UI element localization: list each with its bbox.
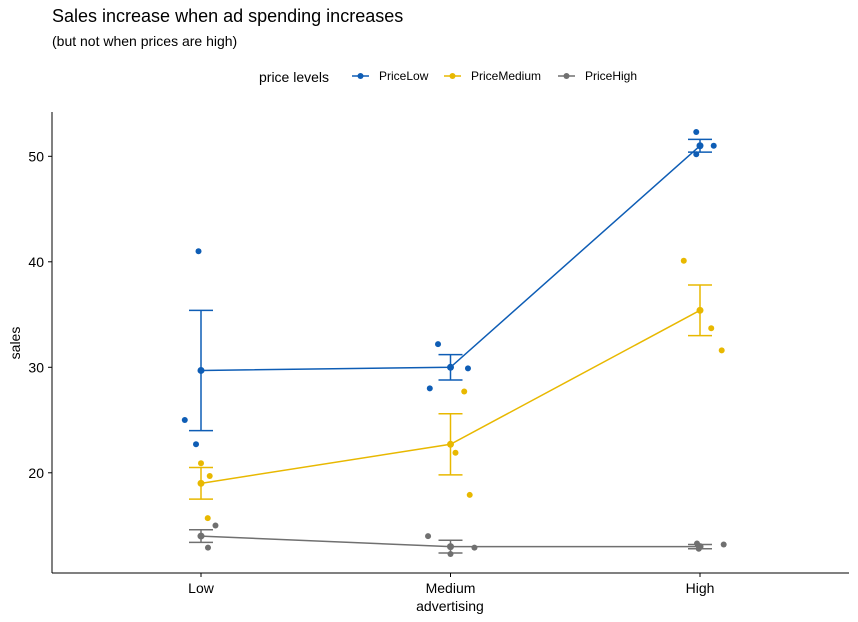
- data-point: [461, 388, 468, 395]
- data-point: [693, 129, 700, 136]
- data-point: [680, 257, 687, 264]
- x-tick-label: High: [686, 580, 715, 596]
- mean-point: [197, 479, 205, 487]
- x-tick-label: Medium: [426, 580, 476, 596]
- x-ticks: Low Medium High: [188, 573, 714, 596]
- y-axis-label: sales: [7, 327, 23, 360]
- series-line: [200, 145, 701, 372]
- x-tick-label: Low: [188, 580, 215, 596]
- data-point: [206, 472, 213, 479]
- mean-point: [447, 543, 454, 551]
- legend-item-pricehigh: PriceHigh: [558, 69, 637, 83]
- data-point: [181, 417, 188, 424]
- chart-subtitle: (but not when prices are high): [52, 33, 237, 49]
- series-pricelow: [181, 129, 717, 448]
- data-point: [204, 544, 211, 551]
- data-point: [708, 325, 715, 332]
- y-tick-label: 30: [28, 359, 44, 375]
- axes: [51, 112, 849, 574]
- data-point: [720, 541, 727, 548]
- data-point: [435, 341, 442, 348]
- legend-title: price levels: [259, 69, 329, 85]
- y-ticks: 20 30 40 50: [28, 148, 52, 481]
- x-axis-label: advertising: [416, 598, 484, 614]
- legend-label: PriceHigh: [585, 69, 637, 83]
- legend-item-pricelow: PriceLow: [352, 69, 429, 83]
- mean-point: [696, 543, 704, 551]
- series-pricehigh: [189, 522, 727, 558]
- data-point: [452, 449, 459, 456]
- legend-key-point: [563, 73, 570, 79]
- y-tick-label: 50: [28, 148, 44, 164]
- y-tick-label: 40: [28, 254, 44, 270]
- chart-title: Sales increase when ad spending increase…: [52, 6, 403, 26]
- legend: price levels PriceLow PriceMedium PriceHig…: [259, 69, 637, 85]
- legend-key-point: [357, 73, 364, 79]
- mean-point: [447, 440, 454, 448]
- data-point: [466, 491, 473, 498]
- data-point: [425, 533, 432, 540]
- series-pricemedium: [189, 257, 725, 522]
- data-point: [212, 522, 219, 529]
- data-point: [426, 385, 433, 392]
- legend-label: PriceMedium: [471, 69, 541, 83]
- mean-point: [447, 363, 454, 371]
- data-point: [204, 515, 211, 522]
- mean-point: [696, 306, 704, 314]
- mean-point: [197, 366, 205, 374]
- data-point: [718, 347, 725, 354]
- data-point: [464, 365, 471, 372]
- mean-point: [696, 142, 704, 150]
- legend-label: PriceLow: [379, 69, 429, 83]
- legend-item-pricemedium: PriceMedium: [444, 69, 541, 83]
- y-tick-label: 20: [28, 465, 44, 481]
- data-point: [710, 142, 717, 149]
- plot-area: [181, 129, 727, 558]
- data-point: [471, 544, 478, 551]
- data-point: [198, 460, 204, 467]
- data-point: [193, 441, 200, 448]
- legend-key-point: [449, 73, 456, 79]
- mean-point: [197, 532, 205, 540]
- data-point: [195, 248, 202, 255]
